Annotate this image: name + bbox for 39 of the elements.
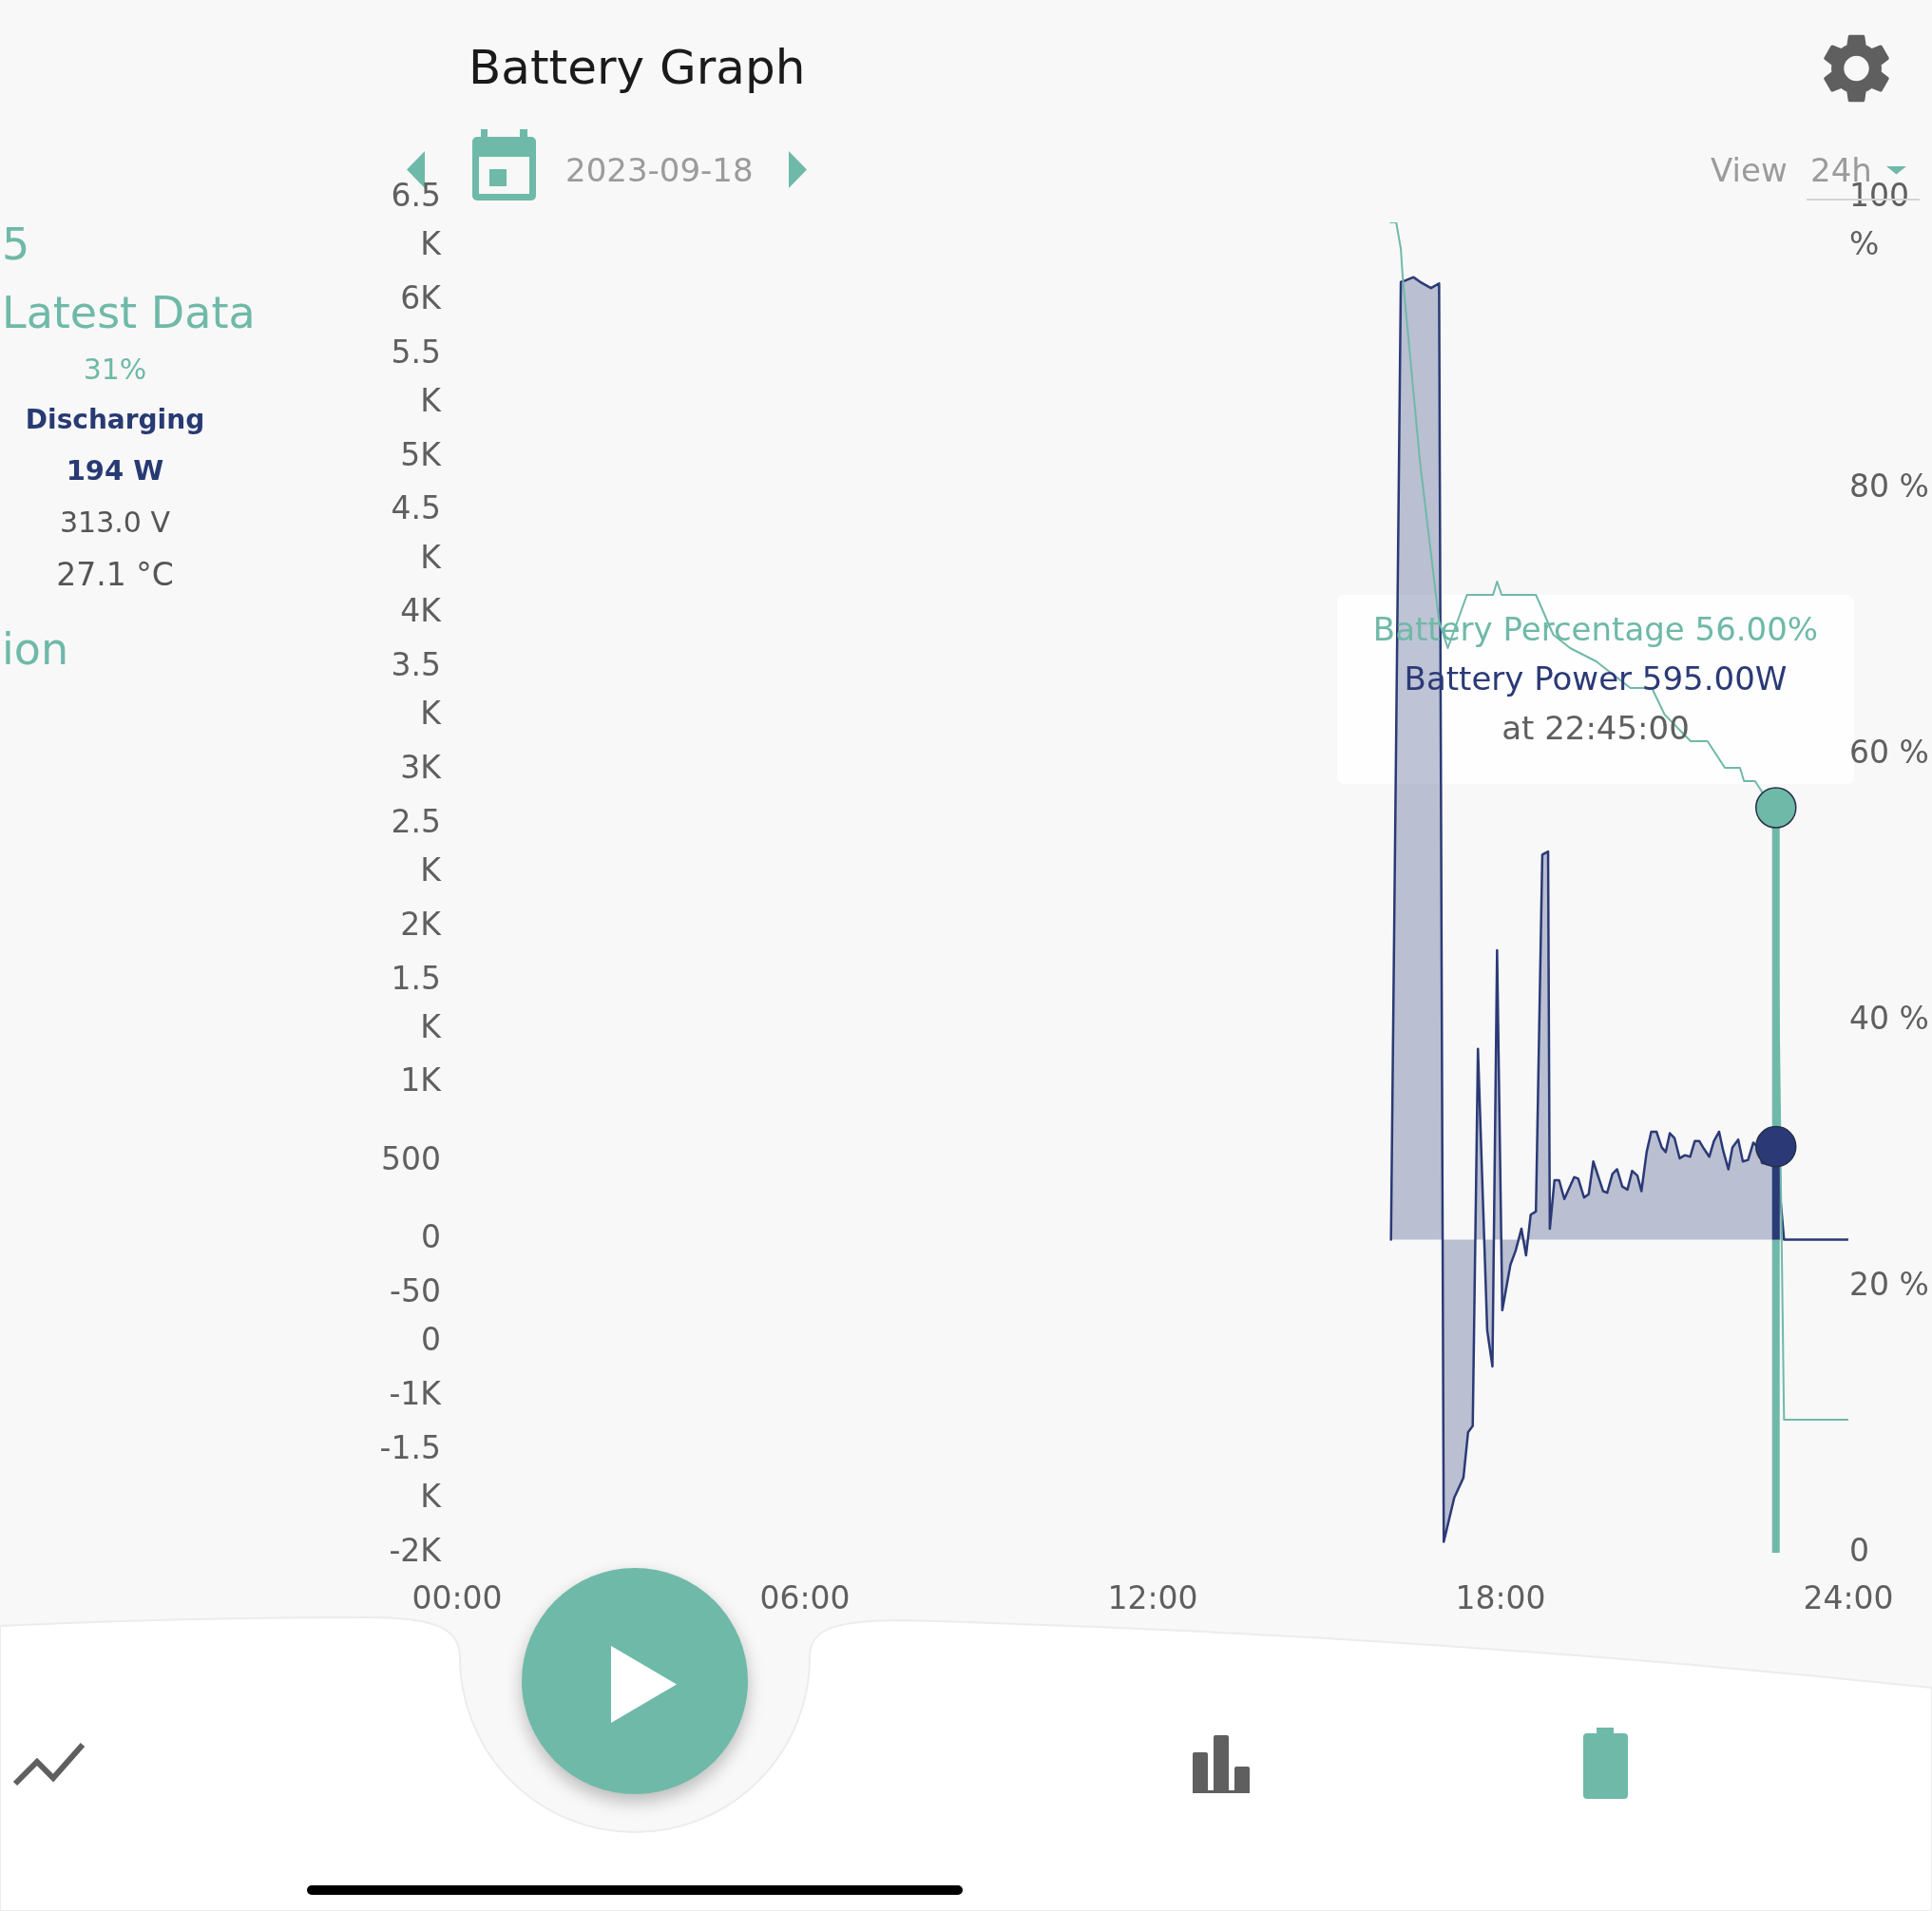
y-tick-label: 4K	[400, 592, 443, 630]
y-tick-label: 5K	[400, 435, 443, 473]
y-tick-label: 6K	[400, 278, 443, 316]
text: 27.1 °C	[56, 556, 174, 594]
x-tick-label: 18:00	[1455, 1579, 1546, 1617]
text: ion	[2, 622, 69, 676]
text: 31%	[83, 353, 147, 387]
y-tick-label: 3.5K	[391, 646, 443, 733]
x-tick-label: 06:00	[759, 1579, 851, 1617]
y-tick-label: 3K	[400, 749, 443, 787]
y-tick-label: 6.5K	[391, 177, 443, 263]
x-tick-label: 24:00	[1803, 1579, 1894, 1617]
text: 313.0 V	[60, 506, 170, 540]
y-tick-label: -1.5K	[379, 1428, 443, 1515]
y-tick-label: 1K	[400, 1061, 443, 1099]
y-tick-label: 500	[381, 1139, 441, 1177]
chart-subtitle: 2023-09-18	[565, 150, 754, 190]
text: Latest Data	[2, 286, 256, 339]
y2-tick-label: 20 %	[1849, 1265, 1929, 1303]
y2-tick-label: 0	[1849, 1531, 1869, 1569]
chart-title: Battery Graph	[469, 39, 806, 96]
y-tick-label: 0	[421, 1218, 441, 1256]
text: View	[1711, 150, 1788, 190]
y-tick-label: 4.5K	[391, 489, 443, 576]
x-tick-label: 00:00	[411, 1579, 503, 1617]
text: Discharging	[25, 404, 205, 436]
y-tick-label: -50 0	[390, 1271, 441, 1359]
y-tick-label: 2.5K	[391, 802, 443, 889]
text: 194 W	[66, 453, 164, 487]
y-tick-label: 1.5K	[391, 959, 443, 1045]
text: 5	[2, 218, 30, 271]
y2-tick-label: 40 %	[1849, 999, 1929, 1037]
y-tick-label: -2K	[389, 1531, 443, 1569]
y-tick-label: -1K	[389, 1374, 443, 1412]
y-tick-label: 5.5K	[391, 333, 443, 419]
x-tick-label: 12:00	[1107, 1579, 1198, 1617]
y2-tick-label: 80 %	[1849, 467, 1929, 505]
y2-tick-label: 60 %	[1849, 733, 1929, 771]
y-tick-label: 2K	[400, 905, 443, 943]
